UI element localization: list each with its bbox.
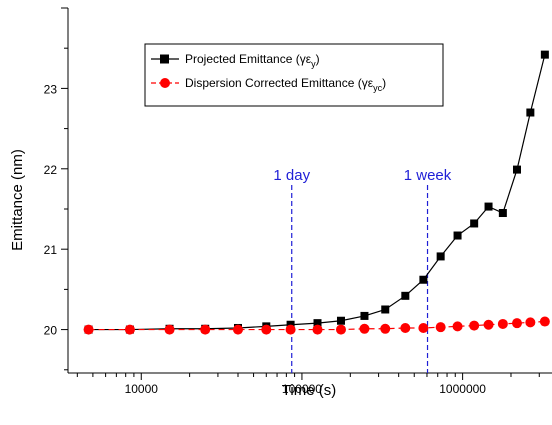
data-point <box>436 252 445 261</box>
data-point <box>526 108 535 117</box>
data-point <box>401 291 410 300</box>
reference-line-label: 1 day <box>273 167 310 184</box>
data-point <box>497 318 508 329</box>
data-point <box>359 323 370 334</box>
data-series <box>83 50 550 335</box>
x-axis-label: Time (s) <box>282 382 336 399</box>
data-point <box>525 317 536 328</box>
y-tick-label: 22 <box>44 163 58 177</box>
data-point <box>452 321 463 332</box>
data-point <box>313 319 322 328</box>
data-point <box>435 322 446 333</box>
data-point <box>335 324 346 335</box>
data-point <box>83 324 94 335</box>
data-point <box>232 324 243 335</box>
legend-label-projected: Projected Emittance (γεy) <box>185 52 320 69</box>
y-axis-ticks: 20 21 22 23 <box>44 7 68 371</box>
y-axis-label: Emittance (nm) <box>9 149 26 251</box>
legend-label-corrected: Dispersion Corrected Emittance (γεyc) <box>185 76 386 93</box>
data-point <box>312 324 323 335</box>
data-point <box>418 322 429 333</box>
data-point <box>483 319 494 330</box>
data-point <box>200 324 211 335</box>
y-tick-label: 21 <box>44 243 58 257</box>
x-tick-label: 1000000 <box>439 382 486 396</box>
reference-lines: 1 day 1 week <box>273 167 452 373</box>
legend-box <box>144 43 444 107</box>
legend-entry-projected: Projected Emittance (γεy) <box>151 52 320 69</box>
data-point <box>285 324 296 335</box>
data-point <box>381 305 390 314</box>
data-point <box>336 316 345 325</box>
y-tick-label: 20 <box>44 324 58 338</box>
data-point <box>498 209 507 218</box>
data-point <box>360 311 369 320</box>
legend: Projected Emittance (γεy) Dispersion Cor… <box>144 43 444 107</box>
series-1 <box>83 316 550 335</box>
x-tick-label: 10000 <box>125 382 159 396</box>
data-point <box>453 231 462 240</box>
reference-line-label: 1 week <box>404 167 452 184</box>
data-point <box>512 165 521 174</box>
data-point <box>539 316 550 327</box>
data-point <box>469 320 480 331</box>
plot-frame <box>67 8 552 374</box>
data-point <box>380 323 391 334</box>
data-point <box>261 324 272 335</box>
data-point <box>484 202 493 211</box>
data-point <box>124 324 135 335</box>
x-axis-ticks: 10000 100000 1000000 <box>76 373 540 396</box>
data-point <box>164 324 175 335</box>
x-tick-label: 100000 <box>282 382 322 396</box>
data-point <box>540 50 549 59</box>
legend-marker-projected <box>160 54 169 64</box>
data-point <box>511 318 522 329</box>
data-point <box>419 275 428 284</box>
data-point <box>400 322 411 333</box>
legend-marker-corrected <box>160 78 170 88</box>
y-tick-label: 23 <box>44 82 58 96</box>
data-point <box>470 219 479 228</box>
legend-entry-corrected: Dispersion Corrected Emittance (γεyc) <box>151 76 386 93</box>
